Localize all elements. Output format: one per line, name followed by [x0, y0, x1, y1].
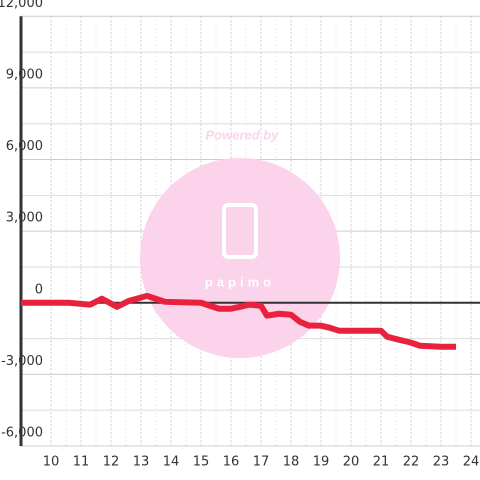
x-tick-label: 21 — [373, 455, 390, 470]
x-tick-label: 24 — [463, 455, 480, 470]
x-tick-label: 22 — [403, 455, 420, 470]
x-tick-label: 15 — [193, 455, 210, 470]
watermark-text: Powered by — [206, 127, 280, 142]
y-tick-label: 9,000 — [6, 67, 43, 82]
x-tick-label: 13 — [133, 455, 150, 470]
x-tick-label: 16 — [223, 455, 240, 470]
y-tick-label: 3,000 — [6, 211, 43, 226]
x-tick-label: 12 — [103, 455, 120, 470]
y-tick-label: 12,000 — [0, 0, 43, 11]
watermark-icon — [222, 203, 258, 259]
x-tick-label: 19 — [313, 455, 330, 470]
watermark: Powered by papimo — [140, 127, 340, 358]
x-tick-label: 10 — [43, 455, 60, 470]
x-tick-label: 18 — [283, 455, 300, 470]
watermark-logo: papimo — [205, 274, 275, 289]
data-line — [21, 292, 456, 350]
x-tick-label: 14 — [163, 455, 180, 470]
x-tick-label: 20 — [343, 455, 360, 470]
x-tick-label: 17 — [253, 455, 270, 470]
x-tick-label: 23 — [433, 455, 450, 470]
y-tick-label: 0 — [35, 282, 43, 297]
y-tick-label: 6,000 — [6, 139, 43, 154]
x-tick-label: 11 — [73, 455, 90, 470]
